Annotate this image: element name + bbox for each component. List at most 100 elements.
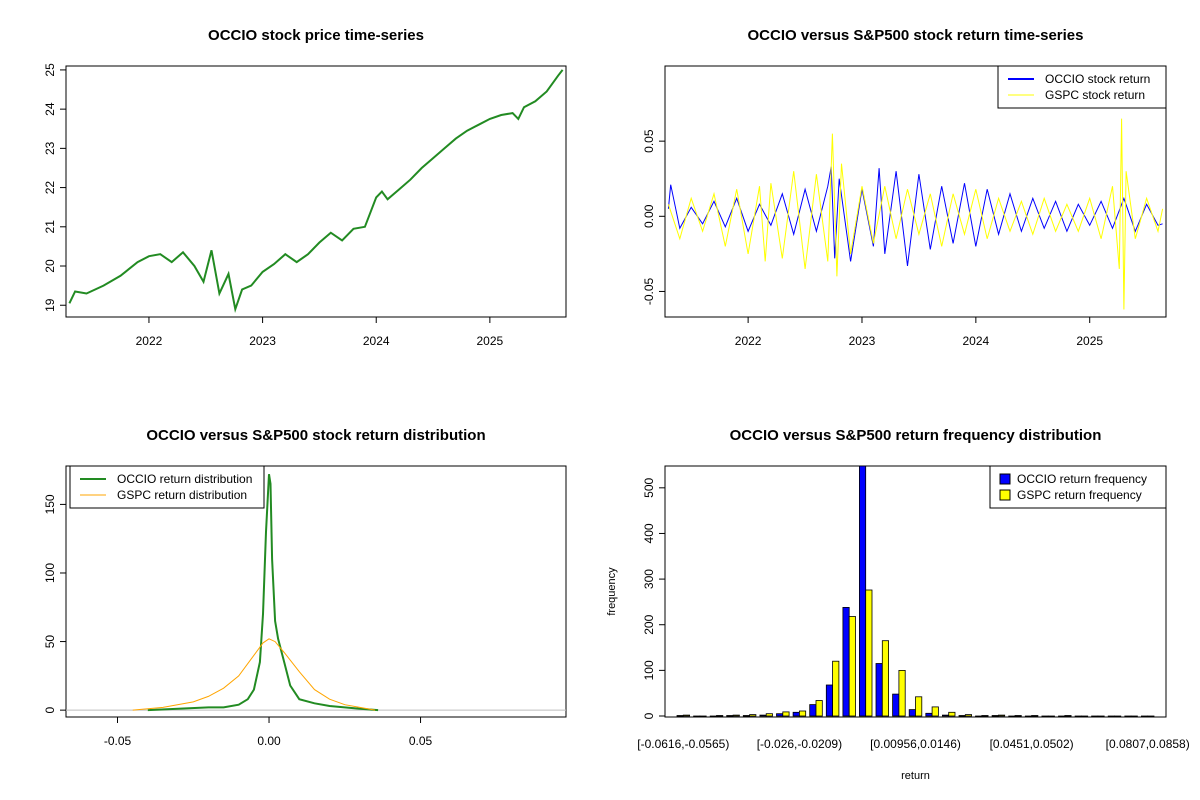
x-tick-label: [-0.026,-0.0209) <box>757 737 842 751</box>
histogram-bar <box>859 465 867 717</box>
histogram-bar <box>1074 715 1082 718</box>
chart-title: OCCIO versus S&P500 stock return distrib… <box>146 427 485 444</box>
x-tick-label: [0.0807,0.0858) <box>1106 737 1190 751</box>
histogram-bar <box>1041 715 1049 718</box>
histogram-bar <box>726 715 734 717</box>
chart-title: OCCIO stock price time-series <box>208 27 424 44</box>
histogram-bar <box>1058 715 1066 718</box>
y-tick-label: 19 <box>43 298 57 312</box>
histogram-bar <box>865 589 873 717</box>
y-tick-label: 0 <box>642 712 656 719</box>
legend-swatch <box>999 489 1011 501</box>
histogram-bar <box>682 714 690 717</box>
histogram-bar <box>915 696 923 717</box>
y-tick-label: 50 <box>43 635 57 649</box>
histogram-bar <box>892 693 900 717</box>
histogram-bar <box>732 714 740 717</box>
y-tick-label: 20 <box>43 259 57 273</box>
x-tick-label: [0.00956,0.0146) <box>870 737 961 751</box>
histogram-bar <box>1097 715 1105 718</box>
y-tick-label: 0.05 <box>642 129 656 153</box>
histogram-bar <box>1064 715 1072 717</box>
y-axis-label: frequency <box>606 567 618 616</box>
y-tick-label: 150 <box>43 494 57 514</box>
histogram-bar <box>832 660 840 717</box>
legend-label: GSPC return frequency <box>1017 488 1142 502</box>
series-line-1 <box>667 118 1164 310</box>
histogram-bar <box>782 711 790 717</box>
histogram-bar <box>1124 715 1132 718</box>
histogram-bar <box>898 670 906 717</box>
histogram-bar <box>948 711 956 717</box>
y-tick-label: 400 <box>642 523 656 543</box>
y-tick-label: 23 <box>43 141 57 155</box>
histogram-bar <box>749 714 757 717</box>
histogram-bar <box>676 715 684 717</box>
panel-returns: OCCIO versus S&P500 stock return time-se… <box>642 27 1167 348</box>
x-tick-label: [0.0451,0.0502) <box>990 737 1074 751</box>
histogram-bar <box>742 715 750 717</box>
histogram-bar <box>1141 715 1149 718</box>
histogram-bar <box>1024 715 1033 718</box>
x-tick-label: 2022 <box>136 334 163 348</box>
histogram-bar <box>908 709 916 717</box>
x-tick-label: 2022 <box>735 334 762 348</box>
histogram-bar <box>1081 715 1089 718</box>
histogram-bar <box>998 714 1006 717</box>
histogram-bar <box>1008 715 1016 718</box>
histogram-bar <box>1114 715 1122 718</box>
histogram-bar <box>958 715 966 717</box>
legend-label: GSPC return distribution <box>117 488 247 502</box>
y-tick-label: 500 <box>642 477 656 497</box>
legend-box <box>989 465 1167 509</box>
series-line-0 <box>667 166 1163 266</box>
x-tick-label: -0.05 <box>104 734 132 748</box>
panel-price: OCCIO stock price time-series 19 20 21 22 23 2… <box>43 27 567 348</box>
x-tick-label: 2024 <box>962 334 989 348</box>
legend-label: OCCIO stock return <box>1045 72 1150 86</box>
histogram-bar <box>759 714 767 717</box>
histogram-bar <box>699 715 707 718</box>
y-tick-label: 21 <box>43 220 57 234</box>
histogram-bar <box>1031 715 1039 717</box>
y-tick-label: 0 <box>43 706 57 713</box>
histogram-bar <box>1014 715 1022 717</box>
y-tick-label: 0.00 <box>642 204 656 228</box>
y-tick-label: 100 <box>43 563 57 583</box>
x-tick-label: 2025 <box>477 334 504 348</box>
y-tick-label: 25 <box>43 63 57 77</box>
histogram-bar <box>815 700 823 717</box>
histogram-bar <box>981 715 989 717</box>
legend-label: OCCIO return distribution <box>117 472 252 486</box>
legend-label: OCCIO return frequency <box>1017 472 1147 486</box>
panel-histogram: OCCIO versus S&P500 return frequency dis… <box>606 427 1190 782</box>
x-tick-label: 0.05 <box>409 734 433 748</box>
x-tick-label: 0.00 <box>257 734 281 748</box>
histogram-bar <box>1107 715 1115 718</box>
chart-title: OCCIO versus S&P500 stock return time-se… <box>748 27 1084 44</box>
histogram-bar <box>975 715 983 718</box>
histogram-bar <box>693 715 701 718</box>
histogram-bar <box>792 711 800 717</box>
legend-box <box>69 465 265 509</box>
panel-density: OCCIO versus S&P500 stock return distrib… <box>43 427 567 748</box>
series-line-1 <box>132 638 376 711</box>
histogram-bar <box>809 704 817 717</box>
series-line-0 <box>147 474 379 712</box>
y-tick-label: 22 <box>43 181 57 195</box>
x-tick-label: 2023 <box>249 334 276 348</box>
histogram-bar <box>842 607 850 717</box>
histogram-bar <box>942 714 950 717</box>
histogram-bar <box>925 712 933 717</box>
x-tick-label: 2024 <box>363 334 390 348</box>
histogram-bar <box>776 713 784 717</box>
histogram-bar <box>1130 715 1138 718</box>
histogram-bar <box>716 715 724 717</box>
series-line-0 <box>68 69 564 314</box>
histogram-bar <box>964 714 972 717</box>
histogram-bar <box>825 684 833 717</box>
histogram-bar <box>991 715 999 717</box>
histogram-bar <box>848 616 856 717</box>
y-tick-label: 300 <box>642 569 656 589</box>
